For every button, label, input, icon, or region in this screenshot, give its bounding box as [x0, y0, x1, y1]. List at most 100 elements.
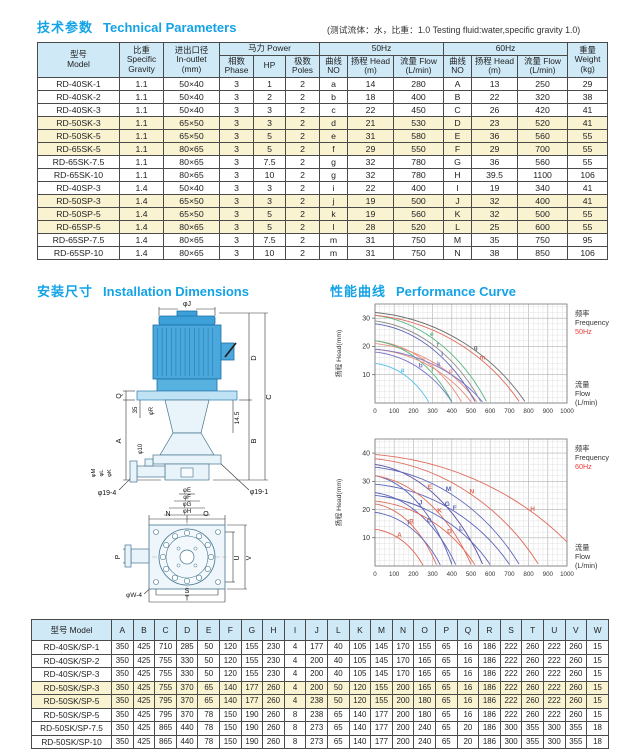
- table-cell: 1.1: [119, 128, 164, 143]
- table-cell: 200: [391, 734, 415, 749]
- table-cell: 3: [219, 115, 254, 130]
- table-cell: 350: [111, 640, 134, 655]
- dimension-label: φH: [183, 509, 191, 515]
- legend-text: Frequency: [575, 318, 609, 327]
- table-cell: m: [319, 232, 348, 247]
- table-cell: 222: [499, 653, 523, 668]
- table-cell: 186: [478, 640, 501, 655]
- table-cell: 145: [370, 667, 393, 682]
- table-cell: 4: [283, 667, 307, 682]
- table-cell: 260: [564, 707, 588, 722]
- table-cell: 3: [219, 89, 254, 104]
- table-cell: 222: [542, 640, 566, 655]
- table-cell: 530: [392, 115, 445, 130]
- tech-table-row: RD-50SK-3 1.1 65×50 3 3 2 d 21 530 D 23 520 41: [37, 115, 609, 130]
- table-cell: 400: [392, 180, 445, 195]
- col-model: 型号 Model: [37, 42, 120, 78]
- table-cell: L: [443, 219, 473, 234]
- x-tick-label: 300: [427, 408, 438, 415]
- table-cell: 450: [392, 102, 445, 117]
- table-cell: 2: [285, 219, 320, 234]
- table-cell: 1.4: [119, 232, 164, 247]
- table-cell: 260: [262, 721, 285, 736]
- col-head-50: 扬程 Head (m): [347, 54, 394, 78]
- table-cell: 2: [285, 128, 320, 143]
- table-cell: 50×40: [163, 102, 220, 117]
- x-tick-label: 400: [447, 571, 458, 578]
- table-cell: 50: [326, 680, 350, 695]
- legend-text: Flow: [575, 389, 591, 398]
- table-cell: 29: [567, 76, 609, 91]
- table-cell: 520: [517, 115, 569, 130]
- table-cell: 65: [197, 694, 221, 709]
- table-cell: RD-50SP-3: [37, 193, 120, 208]
- dimension-label: φG: [183, 502, 192, 508]
- legend-text: 流量: [575, 380, 589, 389]
- table-cell: 1.1: [119, 154, 164, 169]
- table-cell: 8: [283, 734, 307, 749]
- table-cell: 865: [154, 734, 177, 749]
- dimension-label: φ10: [138, 443, 144, 454]
- table-cell: 3: [219, 76, 254, 91]
- dimension-label: N: [165, 511, 170, 518]
- dimension-label: φL: [99, 469, 105, 477]
- dimension-label: φF: [183, 495, 191, 501]
- table-cell: 260: [262, 707, 285, 722]
- curve-label-a: a: [401, 367, 405, 374]
- table-cell: 3: [253, 193, 286, 208]
- table-cell: RD-50SK/SP-5: [30, 707, 113, 722]
- table-cell: 20: [456, 721, 480, 736]
- curve-label-g: g: [474, 344, 478, 351]
- curve-label-I: I: [407, 520, 409, 527]
- table-cell: d: [319, 115, 348, 130]
- x-tick-label: 700: [504, 408, 515, 415]
- table-cell: 28: [347, 219, 394, 234]
- table-cell: 300: [499, 721, 523, 736]
- table-cell: 16: [456, 680, 480, 695]
- table-cell: 222: [542, 680, 566, 695]
- table-cell: 370: [175, 694, 199, 709]
- legend-text: (L/min): [575, 398, 597, 407]
- tech-table-row: RD-50SP-3 1.4 65×50 3 3 2 j 19 500 J 32 400 41: [37, 193, 609, 208]
- table-cell: 177: [370, 707, 393, 722]
- x-tick-label: 100: [389, 408, 400, 415]
- col-curve-no-50: 曲线 NO: [319, 54, 348, 78]
- technical-parameters-table: 型号 Model 比重 Specific Gravity 进出口径 In-out…: [37, 42, 609, 260]
- dimension-label: 35: [133, 406, 139, 413]
- dimension-label: φ19-1: [250, 489, 269, 496]
- installation-drawing: φJ D B C Q A 35 φR 14.5 φ10 φM φL φK φ19-4 φ19-1 φE φF φG…: [37, 297, 322, 610]
- table-cell: 65: [326, 707, 350, 722]
- table-cell: 1.4: [119, 245, 164, 260]
- table-cell: RD-50SK-5: [37, 128, 120, 143]
- table-cell: 300: [542, 721, 566, 736]
- table-cell: 80×65: [163, 219, 220, 234]
- dimension-label: S: [185, 588, 190, 595]
- dimension-label: B: [249, 438, 258, 443]
- table-cell: 260: [521, 680, 544, 695]
- table-cell: 750: [392, 245, 445, 260]
- table-cell: 200: [305, 667, 328, 682]
- table-cell: 32: [347, 154, 394, 169]
- table-cell: 1: [253, 76, 286, 91]
- table-cell: 18: [586, 734, 609, 749]
- curve-label-L: L: [459, 526, 463, 533]
- table-cell: 26: [471, 102, 519, 117]
- table-cell: C: [443, 102, 473, 117]
- table-cell: 350: [111, 653, 134, 668]
- curve-label-E: E: [428, 484, 433, 491]
- table-cell: J: [443, 193, 473, 208]
- table-cell: 80×65: [163, 245, 220, 260]
- curve-label-f: f: [437, 342, 440, 349]
- table-cell: 350: [111, 694, 134, 709]
- tech-table-row: RD-65SK-5 1.1 80×65 3 5 2 f 29 550 F 29 700 55: [37, 141, 609, 156]
- table-cell: 50: [197, 640, 221, 655]
- table-cell: 2: [285, 232, 320, 247]
- x-tick-label: 600: [485, 571, 496, 578]
- table-cell: 150: [219, 707, 242, 722]
- dim-table-row: RD-50SK/SP-10 350 425 865 440 78 150 190 260 8 273…: [30, 734, 609, 749]
- pump-front-view: [129, 310, 238, 483]
- table-cell: 140: [219, 694, 242, 709]
- dim-col-header: J: [305, 619, 328, 641]
- table-cell: 250: [517, 76, 569, 91]
- y-tick-label: 30: [362, 315, 370, 322]
